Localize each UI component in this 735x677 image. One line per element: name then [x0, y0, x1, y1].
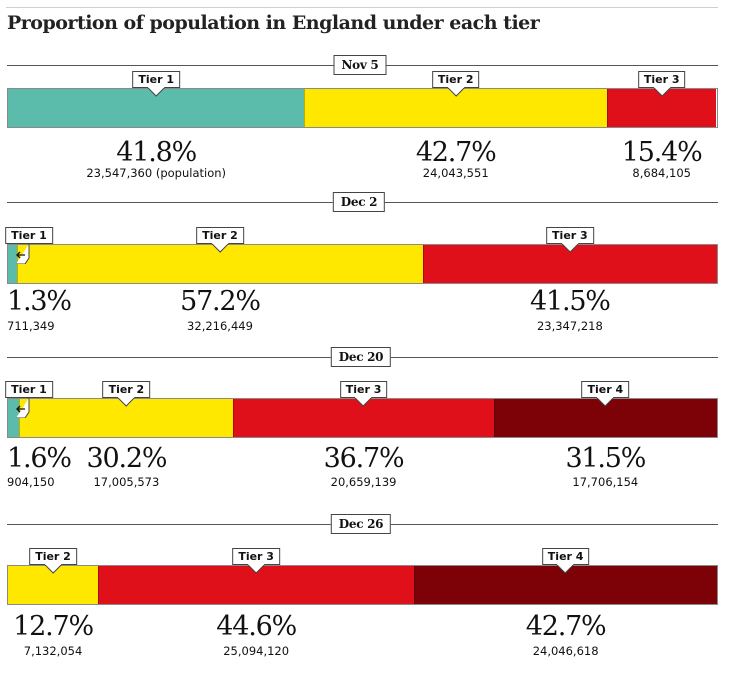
population-label: 8,684,105 — [632, 166, 691, 180]
population-label: 25,094,120 — [223, 644, 290, 658]
leader-arrow-icon — [16, 244, 30, 264]
callout-pointer-icon — [560, 243, 579, 253]
tier-callout-label: Tier 2 — [431, 71, 480, 88]
bar-segment-tier-1 — [8, 245, 18, 283]
population-label: 23,347,218 — [536, 319, 603, 333]
callout-pointer-icon — [446, 87, 465, 97]
population-label: 23,547,360 (population) — [86, 166, 227, 180]
callout-pointer-icon — [210, 243, 229, 253]
date-label-nov-5: Nov 5 — [333, 55, 387, 75]
population-label: 17,005,573 — [93, 475, 160, 489]
pct-label: 41.5% — [529, 286, 611, 317]
pct-label: 15.4% — [621, 137, 703, 168]
tier-callout-tier-3: Tier 3 — [546, 227, 594, 253]
chart-title: Proportion of population in England unde… — [7, 12, 540, 34]
population-label: 904,150 — [7, 475, 55, 489]
pct-label: 36.7% — [323, 443, 405, 474]
tier-callout-label: Tier 2 — [102, 381, 151, 398]
tier-callout-label: Tier 3 — [546, 227, 594, 244]
tier-callout-tier-1: Tier 1 — [132, 71, 180, 97]
pct-label: 44.6% — [216, 611, 297, 642]
pct-label: 42.7% — [525, 611, 607, 642]
population-label: 7,132,054 — [23, 644, 83, 658]
date-label-dec-2: Dec 2 — [332, 192, 386, 212]
callout-pointer-icon — [556, 564, 575, 574]
callout-pointer-icon — [354, 397, 373, 407]
tier-callout-label: Tier 2 — [29, 548, 77, 565]
tier-callout-label: Tier 1 — [5, 227, 53, 244]
date-label-dec-20: Dec 20 — [330, 347, 392, 367]
callout-pointer-icon — [247, 564, 266, 574]
tier-callout-tier-3: Tier 3 — [232, 548, 280, 574]
callout-pointer-icon — [652, 87, 671, 97]
tier-callout-label: Tier 3 — [339, 381, 388, 398]
tier-callout-tier-2: Tier 2 — [102, 381, 151, 407]
stacked-bar-dec-26 — [7, 565, 718, 605]
tier-callout-tier-2: Tier 2 — [431, 71, 480, 97]
pct-label: 1.3% — [7, 286, 72, 317]
tier-callout-tier-4: Tier 4 — [541, 548, 590, 574]
population-label: 20,659,139 — [330, 475, 397, 489]
stacked-bar-dec-2 — [7, 244, 718, 284]
pct-label: 31.5% — [565, 443, 646, 474]
tier-callout-label: Tier 2 — [196, 227, 244, 244]
tier-callout-tier-2: Tier 2 — [29, 548, 77, 574]
callout-pointer-icon — [44, 564, 63, 574]
leader-arrow-icon — [16, 398, 30, 418]
top-rule — [6, 7, 718, 8]
pct-label: 12.7% — [13, 611, 94, 642]
population-label: 32,216,449 — [187, 319, 253, 333]
bar-segment-tier-1 — [8, 399, 20, 437]
tier-callout-label: Tier 4 — [581, 381, 630, 398]
tier-callout-label: Tier 4 — [541, 548, 590, 565]
tier-callout-label: Tier 3 — [232, 548, 280, 565]
population-label: 711,349 — [7, 319, 55, 333]
pct-label: 42.7% — [415, 137, 497, 168]
date-label-dec-26: Dec 26 — [330, 514, 392, 534]
pct-label: 1.6% — [7, 443, 72, 474]
tier-callout-tier-4: Tier 4 — [581, 381, 630, 407]
tier-callout-tier-3: Tier 3 — [637, 71, 686, 97]
tier-callout-tier-1: Tier 1 — [5, 227, 53, 244]
tier-callout-label: Tier 1 — [5, 381, 53, 398]
pct-label: 57.2% — [180, 286, 261, 317]
callout-pointer-icon — [117, 397, 136, 407]
tier-callout-tier-1: Tier 1 — [5, 381, 53, 398]
tier-callout-label: Tier 3 — [637, 71, 686, 88]
tier-callout-tier-3: Tier 3 — [339, 381, 388, 407]
callout-pointer-icon — [596, 397, 615, 407]
stacked-bar-nov-5 — [7, 88, 718, 128]
callout-pointer-icon — [147, 87, 166, 97]
tier-callout-label: Tier 1 — [132, 71, 180, 88]
population-label: 24,043,551 — [422, 166, 489, 180]
pct-label: 30.2% — [86, 443, 168, 474]
tier-callout-tier-2: Tier 2 — [196, 227, 244, 253]
population-label: 24,046,618 — [532, 644, 599, 658]
population-label: 17,706,154 — [572, 475, 639, 489]
pct-label: 41.8% — [116, 137, 197, 168]
